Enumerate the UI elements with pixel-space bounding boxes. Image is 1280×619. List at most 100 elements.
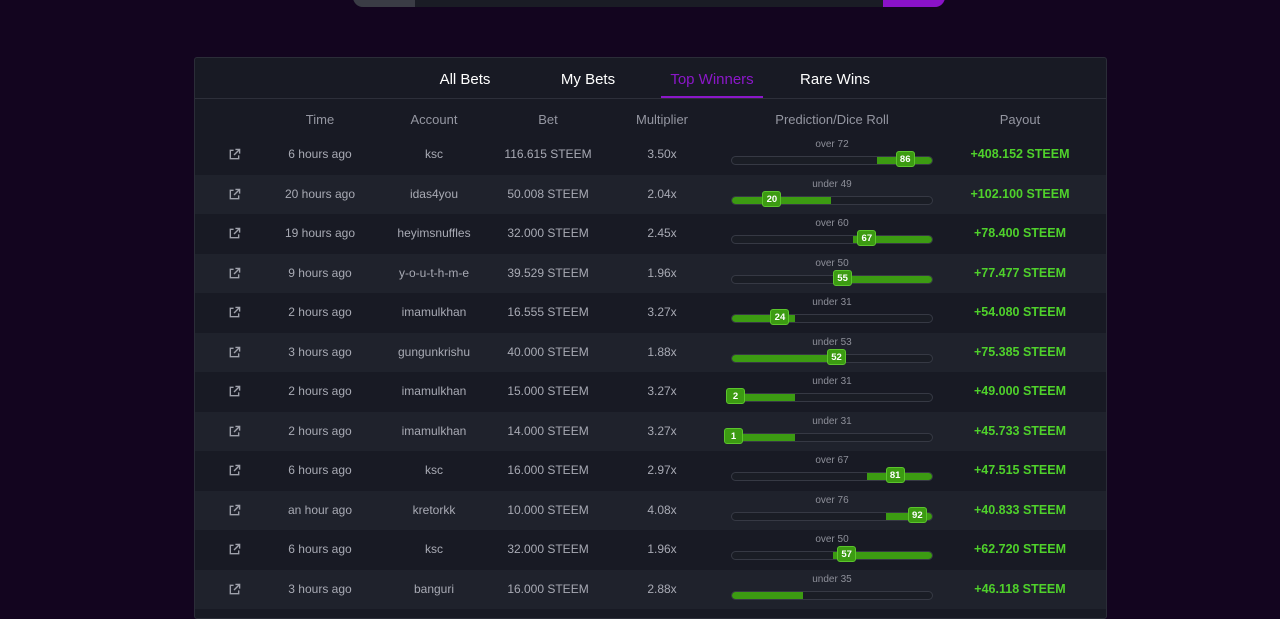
cell-bet: 39.529 STEEM	[507, 265, 589, 280]
cell-bet: 16.000 STEEM	[507, 581, 589, 596]
cell-payout: +102.100 STEEM	[970, 186, 1070, 201]
cell-bet: 32.000 STEEM	[507, 542, 589, 556]
prediction-fill	[732, 315, 795, 322]
external-link-icon[interactable]	[228, 306, 241, 319]
external-link-icon[interactable]	[228, 425, 241, 438]
prediction-track	[731, 551, 933, 560]
prediction-track	[731, 235, 933, 244]
tab-my-bets[interactable]: My Bets	[555, 58, 621, 98]
bets-panel: All Bets My Bets Top Winners Rare Wins T…	[194, 57, 1107, 619]
table-row: 3 hours ago gungunkrishu 40.000 STEEM 1.88x…	[195, 332, 1106, 372]
prediction-label: over 76	[815, 494, 849, 506]
external-link-icon[interactable]	[228, 385, 241, 398]
cell-account[interactable]: gungunkrishu	[397, 344, 471, 359]
prediction-track	[731, 195, 933, 205]
cell-account[interactable]: imamulkhan	[401, 423, 467, 438]
cell-bet: 16.000 STEEM	[507, 463, 589, 477]
table-row: 20 hours ago idas4you 50.008 STEEM 2.04x und…	[195, 174, 1106, 215]
active-tab-indicator	[661, 96, 763, 98]
cell-payout: +54.080 STEEM	[973, 305, 1067, 319]
prediction-roll-bar: under 49 20	[731, 175, 933, 215]
cell-payout: +62.720 STEEM	[973, 542, 1067, 556]
cell-payout: +75.385 STEEM	[973, 344, 1067, 359]
cell-payout: +408.152 STEEM	[970, 147, 1070, 161]
cell-multiplier: 2.97x	[647, 463, 677, 477]
cell-bet: 16.555 STEEM	[507, 305, 589, 319]
external-link-icon[interactable]	[228, 583, 241, 596]
external-link-icon[interactable]	[228, 346, 241, 359]
table-row: 3 hours ago banguri 16.000 STEEM 2.88x under…	[195, 569, 1106, 610]
cell-payout: +47.515 STEEM	[973, 463, 1067, 477]
prediction-roll-bar: over 60 67	[731, 214, 933, 254]
external-link-icon[interactable]	[228, 464, 241, 477]
prediction-roll-bar: under 31 2	[726, 372, 933, 412]
dice-roll-marker: 86	[895, 151, 915, 167]
dice-roll-marker: 92	[907, 506, 927, 523]
prediction-roll-bar: under 31 1	[724, 412, 933, 452]
prediction-label: under 31	[812, 297, 852, 308]
prediction-fill	[833, 552, 932, 559]
cell-multiplier: 3.27x	[647, 305, 677, 319]
prediction-roll-bar: under 35	[731, 570, 933, 610]
prediction-label: under 35	[812, 573, 852, 585]
prediction-roll-bar: over 72 86	[731, 135, 933, 175]
tab-rare-wins[interactable]: Rare Wins	[800, 58, 870, 98]
prediction-track	[731, 274, 933, 284]
cell-account[interactable]: idas4you	[409, 186, 459, 201]
prediction-label: over 72	[815, 139, 849, 150]
dice-roll-marker: 67	[857, 230, 877, 246]
column-header-multiplier: Multiplier	[635, 112, 688, 127]
prediction-track	[731, 393, 933, 402]
prediction-label: under 31	[812, 415, 852, 427]
external-link-icon[interactable]	[228, 188, 241, 201]
prediction-roll-bar: over 50 57	[731, 530, 933, 570]
cell-account[interactable]: ksc	[425, 147, 443, 161]
cell-time: 6 hours ago	[288, 542, 352, 556]
prediction-label: under 53	[812, 336, 852, 348]
cell-multiplier: 2.45x	[647, 226, 677, 240]
cell-account[interactable]: banguri	[413, 581, 455, 596]
top-bar-middle-segment	[415, 0, 883, 7]
cell-time: 20 hours ago	[284, 186, 356, 201]
prediction-label: under 49	[812, 178, 852, 190]
cell-time: 2 hours ago	[288, 384, 352, 398]
prediction-fill	[732, 196, 831, 204]
cell-time: 3 hours ago	[288, 344, 352, 359]
cell-time: 2 hours ago	[288, 305, 352, 319]
table-row: 2 hours ago imamulkhan 14.000 STEEM 3.27x un…	[195, 411, 1106, 452]
cell-payout: +45.733 STEEM	[973, 423, 1067, 438]
external-link-icon[interactable]	[228, 267, 241, 280]
prediction-fill	[732, 433, 795, 441]
dice-roll-marker: 24	[770, 309, 790, 325]
cell-account[interactable]: ksc	[425, 463, 443, 477]
table-row: 9 hours ago y-o-u-t-h-m-e 39.529 STEEM 1.96…	[195, 253, 1106, 293]
prediction-track	[731, 511, 933, 521]
prediction-track	[731, 590, 933, 600]
table-row: 2 hours ago imamulkhan 16.555 STEEM 3.27x un…	[195, 293, 1106, 333]
external-link-icon[interactable]	[228, 543, 241, 556]
cell-time: 6 hours ago	[288, 147, 352, 161]
cell-account[interactable]: imamulkhan	[401, 384, 467, 398]
cell-multiplier: 4.08x	[647, 502, 677, 517]
column-header-prediction: Prediction/Dice Roll	[775, 112, 889, 127]
prediction-label: over 50	[815, 534, 849, 545]
external-link-icon[interactable]	[228, 227, 241, 240]
dice-roll-marker: 20	[762, 190, 782, 207]
top-bar-right-segment[interactable]	[883, 0, 945, 7]
external-link-icon[interactable]	[228, 504, 241, 517]
top-bar-left-segment[interactable]	[353, 0, 415, 7]
cell-multiplier: 2.88x	[647, 581, 677, 596]
cell-account[interactable]: imamulkhan	[401, 305, 467, 319]
cell-account[interactable]: y-o-u-t-h-m-e	[398, 265, 469, 280]
cell-bet: 32.000 STEEM	[507, 226, 589, 240]
tab-all-bets[interactable]: All Bets	[435, 58, 495, 98]
tab-label: Rare Wins	[800, 71, 871, 88]
external-link-icon[interactable]	[228, 148, 241, 161]
cell-account[interactable]: kretorkk	[412, 502, 456, 517]
tab-top-winners[interactable]: Top Winners	[661, 58, 763, 98]
cell-payout: +40.833 STEEM	[973, 502, 1067, 517]
cell-account[interactable]: ksc	[425, 542, 443, 556]
dice-roll-marker: 52	[827, 348, 847, 365]
prediction-track	[731, 314, 933, 323]
cell-account[interactable]: heyimsnuffles	[397, 226, 471, 240]
